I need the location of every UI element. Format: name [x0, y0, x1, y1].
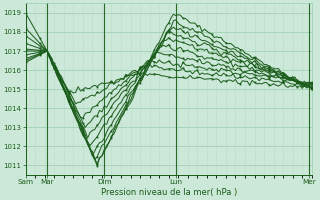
- X-axis label: Pression niveau de la mer( hPa ): Pression niveau de la mer( hPa ): [100, 188, 237, 197]
